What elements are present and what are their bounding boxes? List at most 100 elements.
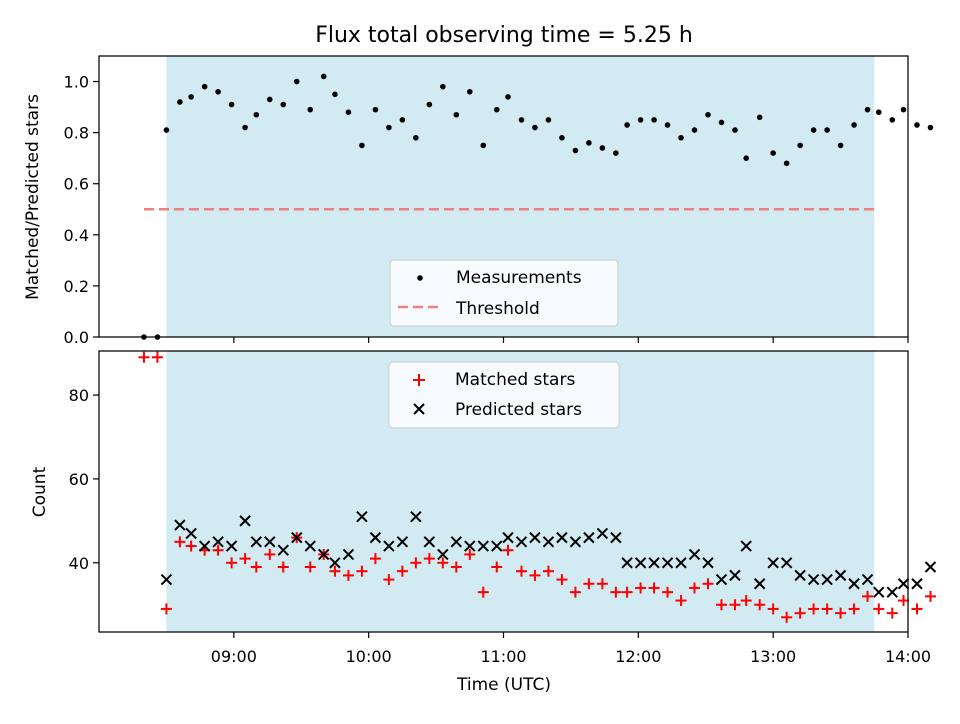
measurement-point <box>307 106 314 113</box>
matched-star-point <box>304 561 316 573</box>
predicted-star-point-b <box>596 527 609 540</box>
matched-star-point <box>648 582 660 594</box>
matched-star-point <box>898 595 910 607</box>
predicted-star-point <box>529 531 541 544</box>
matched-star-point <box>848 603 860 615</box>
predicted-star-point-b <box>450 536 463 548</box>
predicted-star-point <box>239 515 251 527</box>
matched-star-point <box>635 582 647 594</box>
measurement-point <box>824 127 830 133</box>
measurement-point <box>664 122 671 128</box>
matched-star-point <box>185 540 197 552</box>
measurement-point <box>493 106 500 113</box>
x-tick-label: 13:00 <box>750 647 796 666</box>
predicted-star-point-b <box>542 536 555 548</box>
predicted-star-point-b <box>897 578 910 590</box>
predicted-star-point-b <box>753 578 766 590</box>
predicted-star-point-b <box>437 548 449 561</box>
measurement-point <box>413 134 419 141</box>
measurement-point <box>518 117 525 123</box>
predicted-star-point <box>702 557 714 569</box>
matched-star-point <box>450 561 462 573</box>
matched-star-point <box>502 544 514 556</box>
predicted-star-point <box>794 569 806 582</box>
top-marks <box>141 73 934 340</box>
matched-star-point <box>740 595 752 607</box>
measurement-point <box>875 109 882 115</box>
predicted-star-point-b <box>583 531 595 544</box>
measurement-point <box>637 117 644 123</box>
top-legend-box <box>389 259 619 327</box>
matched-star-point <box>396 565 408 577</box>
predicted-star-point <box>383 540 395 552</box>
predicted-star-point <box>834 569 847 582</box>
predicted-star-point <box>464 540 476 552</box>
predicted-star-point <box>634 557 647 569</box>
predicted-star-point-b <box>648 557 660 569</box>
matched-star-point <box>924 590 936 602</box>
matched-star-point <box>662 586 674 598</box>
matched-star-point <box>491 561 503 573</box>
predicted-star-point-b <box>610 531 622 544</box>
measurement-point <box>586 140 592 146</box>
predicted-star-point-b <box>886 586 898 598</box>
predicted-star-point <box>621 557 633 569</box>
measurement-point <box>900 106 907 113</box>
predicted-star-point <box>897 578 910 590</box>
top-panel: 0.0 0.2 0.4 0.6 0.8 1.0 Matched/Predicted sta… <box>23 55 934 347</box>
measurement-point <box>505 94 511 100</box>
bottom-legend: Matched stars Predicted stars <box>388 361 620 429</box>
matched-star-point <box>160 603 172 615</box>
matched-star-point <box>781 611 793 623</box>
matched-star-point <box>464 548 476 560</box>
measurement-point <box>163 127 170 133</box>
predicted-star-point-b <box>185 527 197 540</box>
predicted-star-point-b <box>740 540 752 552</box>
measurement-point <box>177 99 183 105</box>
measurement-point <box>914 122 920 128</box>
bottom-y-tick-label: 80 <box>69 386 89 405</box>
predicted-star-point-b <box>661 557 674 569</box>
measurement-point <box>624 122 630 128</box>
predicted-star-point-b <box>873 586 885 598</box>
predicted-star-point <box>342 548 355 561</box>
measurement-point <box>770 150 776 156</box>
matched-star-point <box>911 603 923 615</box>
matched-star-point <box>729 599 741 611</box>
measurement-point <box>266 96 273 103</box>
predicted-star-point <box>688 548 701 561</box>
matched-star-point <box>596 578 608 590</box>
matched-star-point <box>556 574 568 586</box>
legend-predicted-label: Predicted stars <box>455 400 582 420</box>
measurement-point <box>718 119 725 126</box>
top-legend: Measurements Threshold <box>389 259 619 327</box>
measurement-point <box>359 142 365 149</box>
measurement-point <box>864 106 871 113</box>
predicted-star-point <box>596 527 609 540</box>
legend-measurements-label: Measurements <box>456 268 582 288</box>
predicted-star-point <box>502 531 514 544</box>
predicted-star-point-b <box>556 531 568 544</box>
measurement-point <box>572 147 579 154</box>
top-y-tick-label: 0.8 <box>64 124 89 143</box>
matched-star-point <box>821 603 833 615</box>
predicted-star-point <box>491 540 503 552</box>
x-tick-label: 11:00 <box>480 647 526 666</box>
predicted-star-point <box>610 531 622 544</box>
predicted-star-point-b <box>502 531 514 544</box>
bottom-y-axis-label: Count <box>30 466 50 517</box>
matched-star-point <box>369 553 381 565</box>
predicted-star-point-b <box>212 536 224 548</box>
predicted-star-point-b <box>861 573 874 586</box>
predicted-star-point <box>873 586 885 598</box>
predicted-star-point-b <box>277 544 289 556</box>
matched-star-point <box>808 603 820 615</box>
predicted-star-point <box>174 519 186 531</box>
predicted-star-point-b <box>491 540 503 552</box>
x-axis-label: Time (UTC) <box>456 675 551 695</box>
predicted-star-point <box>329 557 341 569</box>
matched-star-point <box>174 536 186 548</box>
measurement-point <box>732 127 738 133</box>
bottom-marks <box>138 351 937 623</box>
